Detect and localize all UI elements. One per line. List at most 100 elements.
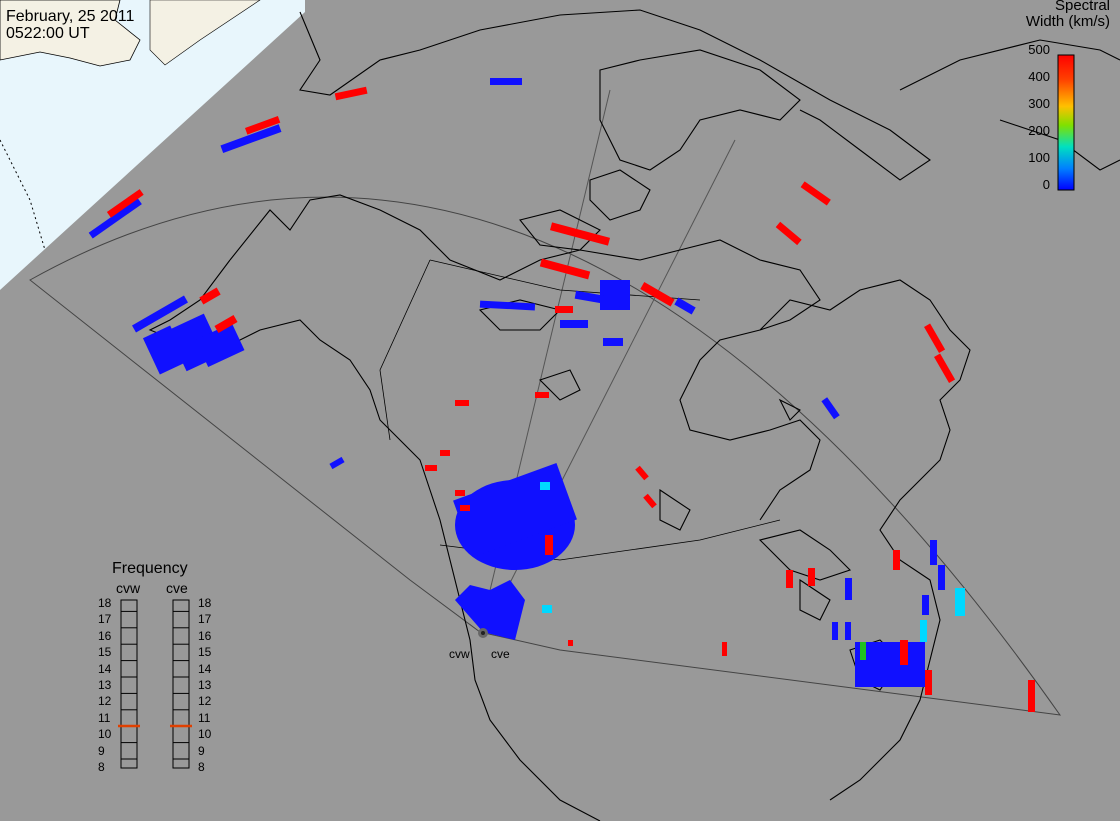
frequency-scale-label: 14 [198,661,212,676]
scatter-cell [925,670,932,695]
frequency-scale-label: 16 [198,628,212,643]
coastlines [148,9,1120,821]
scatter-cell [455,400,469,406]
frequency-label-cve: cve [166,580,188,596]
scatter-cell [545,535,553,555]
radar-scatter [88,78,1035,712]
scatter-cell [930,540,937,565]
frequency-scale-label: 9 [98,743,105,758]
frequency-scale-label: 8 [98,760,105,774]
colorbar-tick-label: 500 [1028,42,1050,57]
scatter-cell [643,493,657,509]
map-date: February, 25 2011 [6,8,135,25]
frequency-scale-label: 16 [98,628,112,643]
scatter-cell [460,505,470,511]
frequency-scale-label: 18 [98,596,112,610]
scatter-cell [786,570,793,588]
site-label-cvw: cvw [449,647,470,661]
frequency-scale-label: 11 [198,710,211,725]
daylight-region [0,0,305,290]
scatter-cell [808,568,815,586]
scatter-cell [142,325,188,375]
scatter-cell [603,338,623,346]
colorbar-tick-label: 200 [1028,123,1050,138]
frequency-scale-label: 10 [98,727,112,742]
scatter-cell [845,578,852,600]
colorbar-tick-label: 300 [1028,96,1050,111]
political-borders [379,259,781,561]
frequency-bar-cvw [120,599,138,769]
scatter-cell [479,300,536,311]
terminator-line [0,139,46,251]
scatter-cell [893,550,900,570]
scatter-cell [549,222,611,246]
scatter-cell [821,397,840,420]
scatter-cell [640,282,675,307]
scatter-cell [845,622,851,640]
frequency-scale-label: 10 [198,727,212,742]
scatter-cell [938,565,945,590]
scatter-cell [922,595,929,615]
scatter-cell [635,465,649,481]
scatter-cell [440,450,450,456]
colorbar-tick-label: 100 [1028,150,1050,165]
radar-site-marker [481,631,485,635]
scatter-cell [334,86,368,101]
scatter-cell [674,297,696,315]
scatter-cell [920,620,927,642]
scatter-fan [455,580,525,640]
scatter-cell [924,323,946,353]
scatter-cell [195,322,245,368]
frequency-scale-label: 18 [198,596,212,610]
scatter-cell [199,287,221,305]
scatter-cell [1028,680,1035,712]
scatter-cell [455,490,465,496]
site-label-cve: cve [491,647,510,661]
scatter-cell [425,465,437,471]
frequency-scale-label: 12 [98,694,112,709]
scatter-cell [220,124,282,154]
scatter-cell [88,198,142,239]
scatter-cell [555,306,573,313]
scatter-cell [490,78,522,85]
scatter-cell [934,353,956,383]
frequency-title: Frequency [112,560,188,577]
scatter-cell [132,295,188,333]
frequency-scale-label: 8 [198,760,205,774]
frequency-scale-label: 11 [98,710,111,725]
colorbar-tick-label: 0 [1042,177,1050,192]
scatter-cell [722,642,727,656]
frequency-scale-label: 13 [98,678,112,692]
map-time: 0522:00 UT [6,25,90,42]
colorbar-title: Spectral Width (km/s) [1026,0,1110,30]
scatter-cell [539,258,591,280]
scatter-cell [535,392,549,398]
frequency-scale-label: 9 [198,743,205,758]
scatter-cell [214,315,238,333]
scatter-cell [540,482,550,490]
dayside-land [149,0,261,66]
frequency-scale-label: 14 [98,661,112,676]
scatter-cell [955,588,965,616]
map-timestamp: February, 25 2011 0522:00 UT [6,8,134,42]
frequency-label-cvw: cvw [116,580,141,596]
colorbar-title-line1: Spectral [1054,0,1110,14]
radar-field-of-view [29,196,1062,716]
scatter-cell [106,189,144,218]
frequency-panel [120,599,190,769]
frequency-scale-label: 15 [198,645,212,660]
scatter-cell [329,456,345,470]
scatter-cell [800,181,831,206]
frequency-scale-label: 13 [198,678,212,692]
dayside-land [0,0,141,67]
frequency-scale-label: 12 [198,694,212,709]
colorbar [1057,54,1075,191]
scatter-cell [560,320,588,328]
frequency-bar-cve [172,599,190,769]
scatter-cell [855,642,925,687]
colorbar-tick-label: 400 [1028,69,1050,84]
scatter-cell [900,640,908,665]
frequency-scale-label: 15 [98,645,112,660]
